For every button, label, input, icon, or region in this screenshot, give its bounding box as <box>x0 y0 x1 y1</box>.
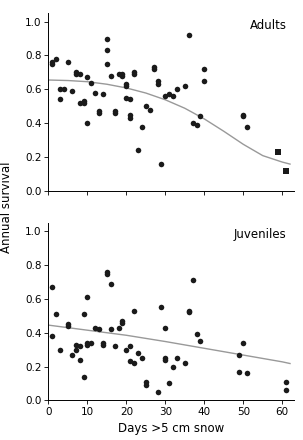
Text: Annual survival: Annual survival <box>0 161 12 253</box>
Text: Juveniles: Juveniles <box>234 228 287 241</box>
X-axis label: Days >5 cm snow: Days >5 cm snow <box>118 422 224 435</box>
Text: Adults: Adults <box>250 18 287 32</box>
